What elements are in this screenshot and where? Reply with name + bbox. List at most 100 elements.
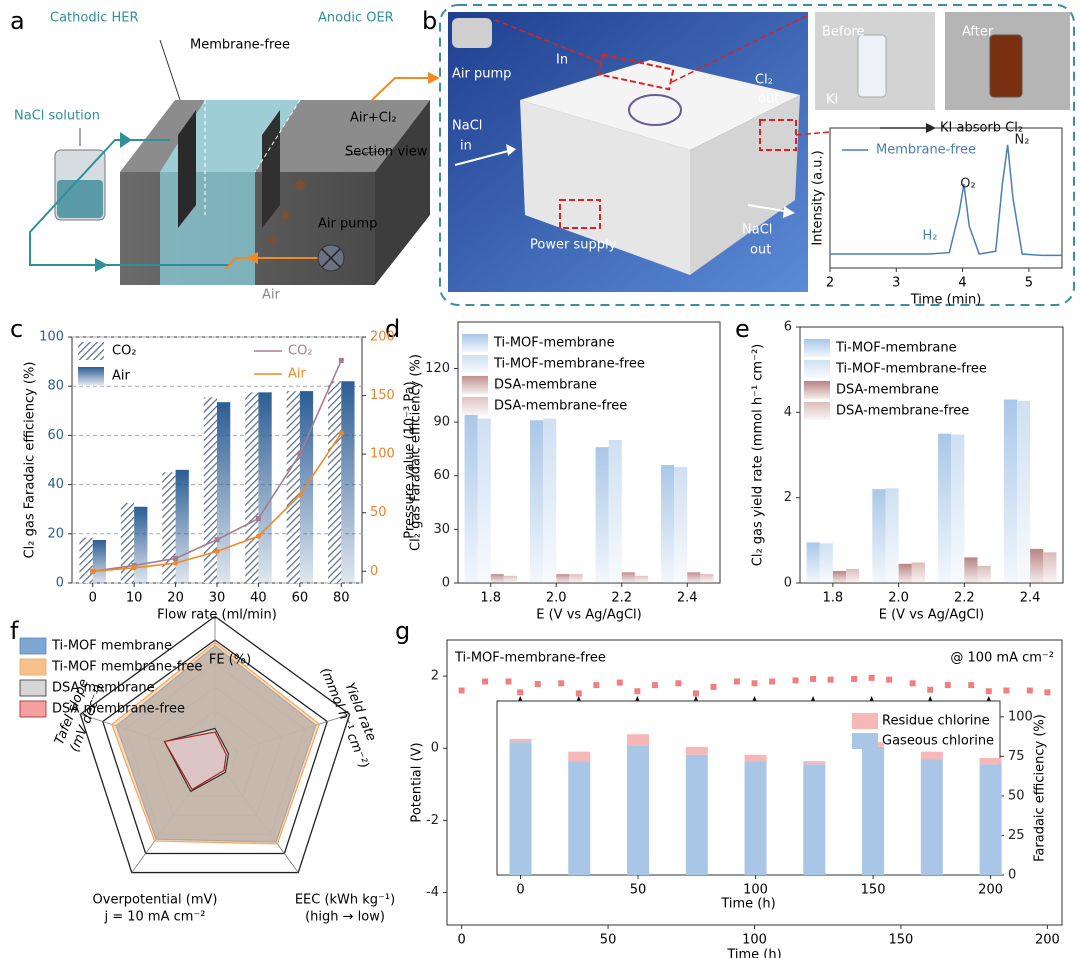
bar — [556, 574, 570, 583]
y-tick-label: 120 — [425, 361, 450, 376]
point — [909, 680, 916, 687]
bar-segment — [509, 742, 532, 875]
bar — [674, 466, 688, 583]
bar — [911, 562, 925, 583]
radar-ring — [102, 639, 328, 855]
bar — [328, 381, 342, 583]
bar — [1003, 399, 1017, 583]
panel-label: a — [10, 7, 25, 35]
bar — [569, 574, 583, 583]
bar — [819, 543, 833, 583]
marker — [214, 548, 220, 554]
legend-label: Ti-MOF membrane-free — [51, 660, 202, 675]
x-tick-label: 4 — [958, 276, 966, 291]
point — [751, 680, 758, 687]
x-tick-label: 2.2 — [954, 591, 975, 606]
legend-swatch — [78, 342, 104, 360]
marker — [338, 430, 344, 436]
y-tick-label: 6 — [784, 320, 792, 335]
point — [692, 690, 699, 697]
bar — [341, 381, 355, 583]
axis-label: Faradaic efficiency (%) — [1033, 714, 1048, 862]
bar — [490, 574, 504, 583]
x-tick-label: 50 — [630, 883, 647, 898]
point — [482, 678, 489, 685]
y-tick-label: 80 — [47, 379, 64, 394]
bar — [977, 565, 991, 583]
bar — [846, 568, 860, 583]
y-tick-label: 100 — [39, 330, 64, 345]
radar-area — [163, 731, 227, 791]
arrow — [506, 144, 516, 156]
pump-photo — [452, 18, 492, 48]
bar — [951, 434, 965, 583]
point — [851, 675, 858, 682]
radar-axis-label: Overpotential (mV) j = 10 mA cm⁻² — [93, 893, 218, 925]
label: out — [758, 92, 779, 107]
axis-note: j = 10 mA cm⁻² — [103, 910, 205, 925]
bar-segment — [685, 746, 708, 755]
legend-label: DSA-membrane-free — [836, 404, 969, 419]
legend-swatch — [462, 334, 488, 352]
legend-label: CO₂ — [112, 344, 137, 359]
x-tick-label: 2.4 — [1020, 591, 1041, 606]
bar — [634, 575, 648, 583]
axis-label: Cl₂ gas yield rate (mmol h⁻¹ cm⁻²) — [751, 344, 766, 567]
y-tick-label: 60 — [47, 428, 64, 443]
label: Power supply — [530, 238, 617, 253]
x-tick-label: 2.4 — [677, 591, 698, 606]
marker — [214, 537, 220, 543]
highlight — [559, 199, 601, 229]
electrode — [178, 110, 196, 228]
bar-segment — [509, 738, 532, 743]
panel-label: e — [735, 315, 750, 343]
box-side — [690, 95, 800, 275]
point — [651, 682, 658, 689]
x-tick-label: 100 — [743, 883, 768, 898]
y-tick-label: 2 — [784, 490, 792, 505]
x-tick-label: 1.8 — [480, 591, 501, 606]
bar-segment — [744, 754, 767, 762]
y2-tick-label: 50 — [370, 505, 387, 520]
arrow — [428, 72, 440, 84]
bar-segment — [685, 754, 708, 875]
label: out — [750, 243, 771, 258]
radar-axis-label: FE (%) — [209, 653, 251, 668]
zoom-line — [795, 131, 831, 136]
label: in — [460, 139, 472, 154]
axis-label: Cl₂ gas Faradaic efficiency (%) — [23, 362, 38, 559]
bar-segment — [744, 761, 767, 875]
legend-swatch — [804, 381, 830, 399]
label: Before — [822, 25, 865, 40]
label: Membrane-free — [190, 38, 290, 53]
marker — [90, 568, 96, 574]
chart-condition: @ 100 mA cm⁻² — [950, 651, 1054, 666]
section-line — [254, 99, 301, 173]
bar-segment — [979, 757, 1002, 765]
y-tick-label: -2 — [426, 813, 439, 828]
label: Air+Cl₂ — [350, 111, 397, 126]
box-side — [375, 100, 430, 285]
bubble — [295, 180, 305, 190]
point — [810, 675, 817, 682]
legend-swatch — [462, 355, 488, 373]
label: Cathodic HER — [50, 11, 139, 26]
y2-tick-label: 150 — [370, 388, 395, 403]
vial — [989, 34, 1023, 98]
x-tick-label: 0 — [89, 591, 97, 606]
zoom-line — [671, 14, 809, 83]
legend-swatch — [78, 367, 104, 385]
legend-label: Ti-MOF-membrane-free — [835, 362, 987, 377]
label: In — [556, 53, 568, 68]
point — [886, 676, 893, 683]
bar-segment — [568, 751, 591, 762]
y-tick-label: 0 — [431, 741, 439, 756]
point — [1026, 687, 1033, 694]
panel-label: g — [395, 617, 410, 645]
bar — [543, 418, 557, 583]
bar — [608, 439, 622, 583]
label: Air — [262, 288, 281, 303]
marker — [255, 516, 261, 522]
